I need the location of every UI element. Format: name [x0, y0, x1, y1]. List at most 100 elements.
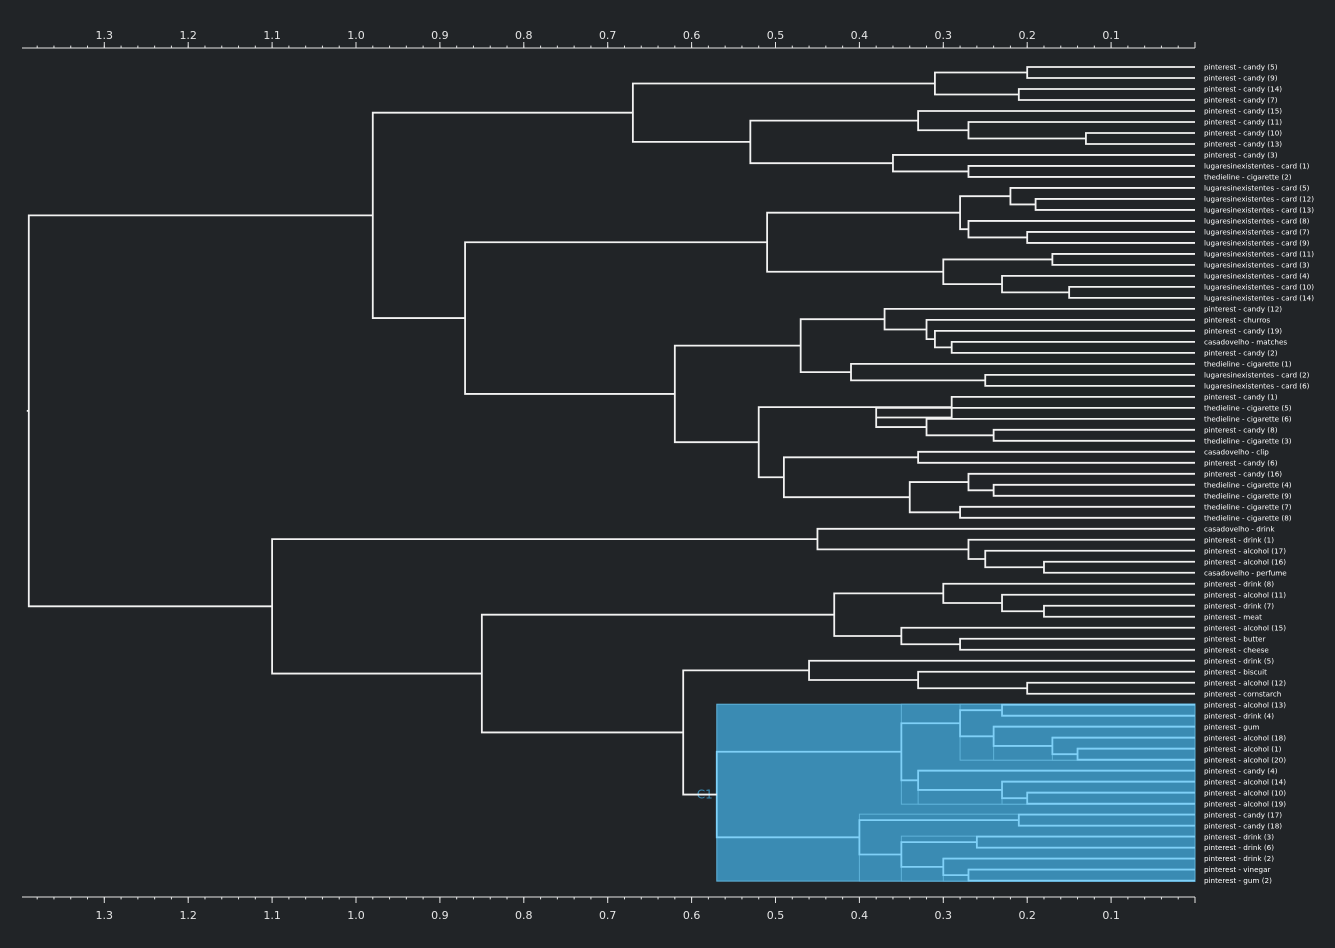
leaf-label[interactable]: pinterest - candy (1) — [1204, 392, 1278, 401]
dendrogram-branch[interactable] — [271, 538, 818, 675]
leaf-label[interactable]: lugaresinexistentes - card (12) — [1204, 195, 1314, 204]
cluster-region[interactable] — [1018, 813, 1196, 827]
dendrogram-branch[interactable] — [371, 111, 633, 319]
leaf-label[interactable]: pinterest - gum (2) — [1204, 876, 1272, 885]
dendrogram-branch[interactable] — [967, 538, 1195, 560]
leaf-label[interactable]: lugaresinexistentes - card (5) — [1204, 184, 1310, 193]
cluster-region[interactable] — [967, 868, 1196, 882]
leaf-label[interactable]: lugaresinexistentes - card (3) — [1204, 261, 1310, 270]
leaf-label[interactable]: pinterest - drink (1) — [1204, 535, 1274, 544]
dendrogram-branch[interactable] — [1001, 593, 1195, 613]
dendrogram-branch[interactable] — [1026, 681, 1195, 695]
leaf-label[interactable]: lugaresinexistentes - card (8) — [1204, 217, 1310, 226]
leaf-label[interactable]: pinterest - candy (3) — [1204, 151, 1278, 160]
leaf-label[interactable]: pinterest - alcohol (12) — [1204, 678, 1286, 687]
dendrogram-branch[interactable] — [917, 110, 1195, 132]
leaf-label[interactable]: lugaresinexistentes - card (13) — [1204, 206, 1314, 215]
leaf-label[interactable]: pinterest - meat — [1204, 612, 1262, 621]
dendrogram-branch[interactable] — [917, 670, 1195, 690]
dendrogram-branch[interactable] — [925, 417, 1195, 437]
leaf-label[interactable]: pinterest - drink (3) — [1204, 832, 1274, 841]
leaf-label[interactable]: pinterest - gum — [1204, 722, 1259, 731]
dendrogram-branch[interactable] — [782, 456, 919, 499]
dendrogram-branch[interactable] — [1026, 231, 1195, 244]
leaf-label[interactable]: pinterest - candy (13) — [1204, 140, 1282, 149]
leaf-label[interactable]: pinterest - drink (7) — [1204, 601, 1274, 610]
leaf-label[interactable]: pinterest - alcohol (16) — [1204, 557, 1286, 566]
cluster-region[interactable] — [1001, 703, 1196, 717]
leaf-label[interactable]: lugaresinexistentes - card (6) — [1204, 381, 1310, 390]
leaf-label[interactable]: pinterest - drink (6) — [1204, 843, 1274, 852]
dendrogram-branch[interactable] — [631, 82, 935, 143]
leaf-label[interactable]: lugaresinexistentes - card (1) — [1204, 162, 1310, 171]
cluster-region[interactable] — [1077, 747, 1196, 761]
leaf-label[interactable]: casadovelho - perfume — [1204, 568, 1287, 577]
dendrogram-branch[interactable] — [808, 659, 1195, 681]
leaf-label[interactable]: pinterest - drink (5) — [1204, 656, 1274, 665]
dendrogram-branch[interactable] — [934, 329, 1195, 349]
dendrogram-branch[interactable] — [892, 154, 1195, 173]
leaf-label[interactable]: pinterest - candy (19) — [1204, 326, 1282, 335]
leaf-label[interactable]: pinterest - alcohol (13) — [1204, 700, 1286, 709]
leaf-label[interactable]: pinterest - cornstarch — [1204, 689, 1281, 698]
leaf-label[interactable]: pinterest - churros — [1204, 315, 1270, 324]
leaf-label[interactable]: thedieline - cigarette (9) — [1204, 491, 1292, 500]
dendrogram-branch[interactable] — [917, 450, 1195, 464]
leaf-label[interactable]: pinterest - alcohol (18) — [1204, 733, 1286, 742]
leaf-label[interactable]: lugaresinexistentes - card (10) — [1204, 283, 1314, 292]
leaf-label[interactable]: pinterest - alcohol (11) — [1204, 590, 1286, 599]
leaf-label[interactable]: thedieline - cigarette (8) — [1204, 513, 1292, 522]
dendrogram-branch[interactable] — [1026, 66, 1195, 79]
dendrogram-branch[interactable] — [984, 373, 1195, 387]
leaf-label[interactable]: pinterest - vinegar — [1204, 865, 1270, 874]
dendrogram-branch[interactable] — [1034, 198, 1195, 211]
dendrogram-branch[interactable] — [673, 344, 801, 444]
leaf-label[interactable]: pinterest - candy (15) — [1204, 107, 1282, 116]
dendrogram-branch[interactable] — [942, 582, 1195, 604]
dendrogram-branch[interactable] — [925, 318, 1195, 341]
dendrogram-branch[interactable] — [464, 241, 768, 395]
cluster-region[interactable] — [976, 835, 1196, 849]
leaf-label[interactable]: casadovelho - clip — [1204, 447, 1269, 456]
leaf-label[interactable]: thedieline - cigarette (7) — [1204, 502, 1292, 511]
leaf-label[interactable]: pinterest - candy (17) — [1204, 810, 1282, 819]
dendrogram-branch[interactable] — [992, 483, 1195, 497]
leaf-label[interactable]: pinterest - alcohol (14) — [1204, 777, 1286, 786]
dendrogram-branch[interactable] — [967, 121, 1195, 140]
leaf-label[interactable]: pinterest - candy (11) — [1204, 118, 1282, 127]
leaf-label[interactable]: pinterest - candy (18) — [1204, 821, 1282, 830]
dendrogram-branch[interactable] — [766, 211, 961, 273]
leaf-label[interactable]: lugaresinexistentes - card (9) — [1204, 239, 1310, 248]
leaf-label[interactable]: pinterest - candy (14) — [1204, 85, 1282, 94]
leaf-label[interactable]: lugaresinexistentes - card (7) — [1204, 228, 1310, 237]
dendrogram-branch[interactable] — [984, 549, 1195, 569]
leaf-label[interactable]: casadovelho - matches — [1204, 337, 1287, 346]
dendrogram-branch[interactable] — [959, 505, 1195, 519]
dendrogram-branch[interactable] — [27, 214, 373, 608]
leaf-label[interactable]: pinterest - butter — [1204, 634, 1265, 643]
leaf-label[interactable]: pinterest - alcohol (10) — [1204, 788, 1286, 797]
leaf-label[interactable]: pinterest - drink (8) — [1204, 579, 1274, 588]
leaf-label[interactable]: lugaresinexistentes - card (14) — [1204, 293, 1314, 302]
leaf-label[interactable]: lugaresinexistentes - card (11) — [1204, 250, 1314, 259]
leaf-label[interactable]: pinterest - candy (9) — [1204, 74, 1278, 83]
leaf-label[interactable]: pinterest - drink (4) — [1204, 711, 1274, 720]
dendrogram-branch[interactable] — [850, 362, 1195, 382]
leaf-label[interactable]: pinterest - candy (10) — [1204, 129, 1282, 138]
dendrogram-branch[interactable] — [967, 472, 1195, 492]
leaf-label[interactable]: thedieline - cigarette (5) — [1204, 403, 1292, 412]
leaf-label[interactable]: pinterest - alcohol (1) — [1204, 744, 1282, 753]
leaf-label[interactable]: pinterest - candy (5) — [1204, 63, 1278, 72]
dendrogram-branch[interactable] — [1085, 132, 1195, 145]
leaf-label[interactable]: pinterest - cheese — [1204, 645, 1269, 654]
leaf-label[interactable]: pinterest - alcohol (19) — [1204, 799, 1286, 808]
dendrogram-branch[interactable] — [1017, 88, 1195, 101]
leaf-label[interactable]: pinterest - candy (12) — [1204, 304, 1282, 313]
cluster-region[interactable] — [1026, 791, 1196, 805]
dendrogram-branch[interactable] — [992, 428, 1195, 442]
leaf-label[interactable]: pinterest - alcohol (15) — [1204, 623, 1286, 632]
dendrogram-branch[interactable] — [1051, 253, 1195, 266]
leaf-label[interactable]: casadovelho - drink — [1204, 524, 1275, 533]
dendrogram-branch[interactable] — [1043, 604, 1195, 618]
dendrogram-branch[interactable] — [950, 340, 1195, 354]
